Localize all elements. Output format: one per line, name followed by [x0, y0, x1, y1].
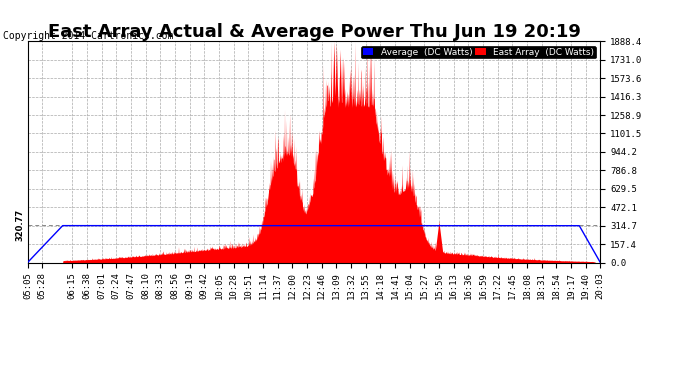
Text: Copyright 2014 Cartronics.com: Copyright 2014 Cartronics.com: [3, 32, 174, 41]
Text: 320.77: 320.77: [16, 209, 25, 241]
Legend: Average  (DC Watts), East Array  (DC Watts): Average (DC Watts), East Array (DC Watts…: [361, 46, 595, 58]
Title: East Array Actual & Average Power Thu Jun 19 20:19: East Array Actual & Average Power Thu Ju…: [48, 23, 580, 41]
